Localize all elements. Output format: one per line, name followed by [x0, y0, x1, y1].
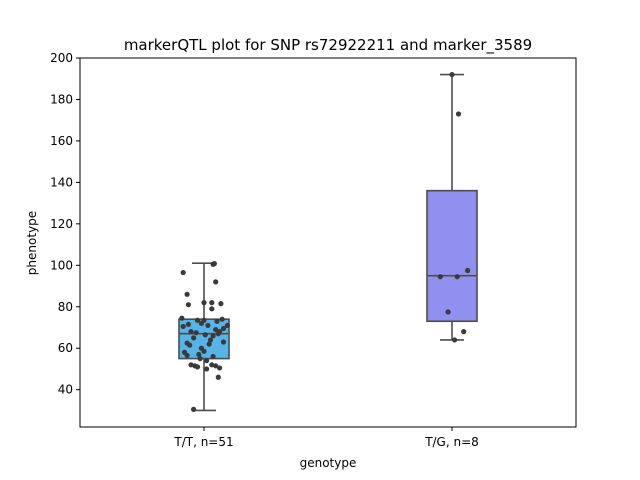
y-axis: 40 60 80 100 120 140 160 180 200: [50, 51, 80, 397]
boxes-layer: [178, 73, 478, 412]
data-point: [197, 355, 203, 362]
y-tick-label: 80: [58, 300, 73, 314]
data-point: [217, 365, 223, 371]
x-axis: T/T, n=51 T/G, n=8: [173, 427, 479, 449]
data-point: [224, 322, 230, 329]
y-tick-label: 180: [50, 92, 73, 106]
data-point: [209, 300, 215, 306]
chart-title: markerQTL plot for SNP rs72922211 and ma…: [124, 36, 532, 55]
data-point: [202, 332, 208, 338]
data-point: [194, 364, 201, 370]
x-tick-label: T/T, n=51: [173, 435, 233, 449]
data-point: [218, 301, 224, 307]
data-point: [215, 374, 221, 380]
data-point: [445, 309, 451, 315]
x-axis-label: genotype: [300, 456, 357, 470]
data-point: [194, 317, 201, 323]
data-point: [210, 333, 216, 339]
x-tick-label: T/G, n=8: [424, 435, 479, 449]
data-point: [465, 267, 471, 274]
data-point: [193, 330, 199, 336]
data-point: [191, 335, 197, 341]
data-point: [198, 345, 204, 351]
data-point: [180, 269, 186, 276]
data-point: [206, 341, 212, 347]
data-point: [179, 315, 185, 321]
y-tick-label: 100: [50, 258, 73, 272]
data-point: [188, 329, 194, 335]
data-point: [220, 339, 227, 345]
data-point: [185, 321, 191, 327]
y-axis-label: phenotype: [25, 211, 39, 275]
data-point: [213, 279, 219, 285]
box-group: [426, 73, 478, 341]
data-point: [201, 300, 207, 306]
data-point: [180, 323, 186, 330]
data-point: [461, 329, 467, 335]
points-layer: [179, 71, 471, 412]
data-point: [437, 274, 443, 280]
data-point: [213, 326, 219, 333]
y-tick-label: 120: [50, 217, 73, 231]
y-tick-label: 140: [50, 175, 73, 189]
data-point: [449, 71, 455, 78]
data-point: [204, 366, 210, 372]
data-point: [204, 358, 210, 364]
data-point: [207, 337, 214, 343]
data-point: [184, 352, 190, 359]
data-point: [213, 363, 219, 369]
data-point: [196, 351, 202, 358]
data-point: [184, 291, 190, 297]
data-point: [454, 274, 460, 280]
data-point: [219, 316, 225, 322]
y-tick-label: 60: [58, 341, 73, 355]
data-point: [452, 337, 458, 343]
data-point: [187, 342, 193, 348]
data-point: [455, 111, 462, 117]
y-tick-label: 160: [50, 134, 73, 148]
data-point: [185, 302, 191, 308]
data-point: [188, 362, 194, 368]
data-point: [209, 306, 215, 312]
data-point: [205, 322, 211, 329]
data-point: [209, 362, 215, 368]
y-tick-label: 200: [50, 51, 73, 65]
data-point: [191, 406, 197, 412]
data-point: [214, 318, 220, 324]
data-point: [215, 331, 221, 337]
y-tick-label: 40: [58, 383, 73, 397]
data-point: [220, 325, 227, 332]
data-point: [201, 317, 207, 323]
data-point: [211, 261, 217, 267]
plot-area-frame: [79, 57, 577, 428]
data-point: [210, 353, 216, 360]
box-iqr: [426, 189, 478, 323]
